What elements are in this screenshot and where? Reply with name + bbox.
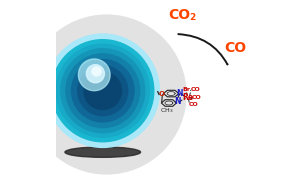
- Circle shape: [56, 44, 149, 137]
- Circle shape: [86, 65, 104, 83]
- Ellipse shape: [65, 147, 141, 157]
- Text: CH$_3$: CH$_3$: [160, 106, 174, 115]
- Circle shape: [27, 15, 186, 174]
- Circle shape: [84, 72, 122, 109]
- Circle shape: [52, 40, 154, 142]
- Text: CO: CO: [191, 88, 201, 92]
- Text: N: N: [174, 97, 181, 106]
- Text: O: O: [158, 91, 164, 98]
- Circle shape: [66, 54, 140, 128]
- Circle shape: [92, 67, 101, 76]
- Circle shape: [78, 66, 128, 116]
- Circle shape: [61, 49, 145, 133]
- Text: CO: CO: [225, 41, 247, 55]
- Circle shape: [78, 59, 110, 91]
- Text: Re: Re: [182, 93, 194, 102]
- Text: CO: CO: [189, 102, 199, 107]
- Circle shape: [72, 60, 134, 122]
- Text: 2: 2: [189, 13, 195, 22]
- Circle shape: [46, 34, 160, 147]
- Text: CO: CO: [169, 8, 190, 22]
- Text: N: N: [176, 89, 183, 98]
- Text: Br: Br: [182, 88, 190, 92]
- Text: CO: CO: [192, 95, 201, 100]
- FancyArrowPatch shape: [178, 34, 227, 64]
